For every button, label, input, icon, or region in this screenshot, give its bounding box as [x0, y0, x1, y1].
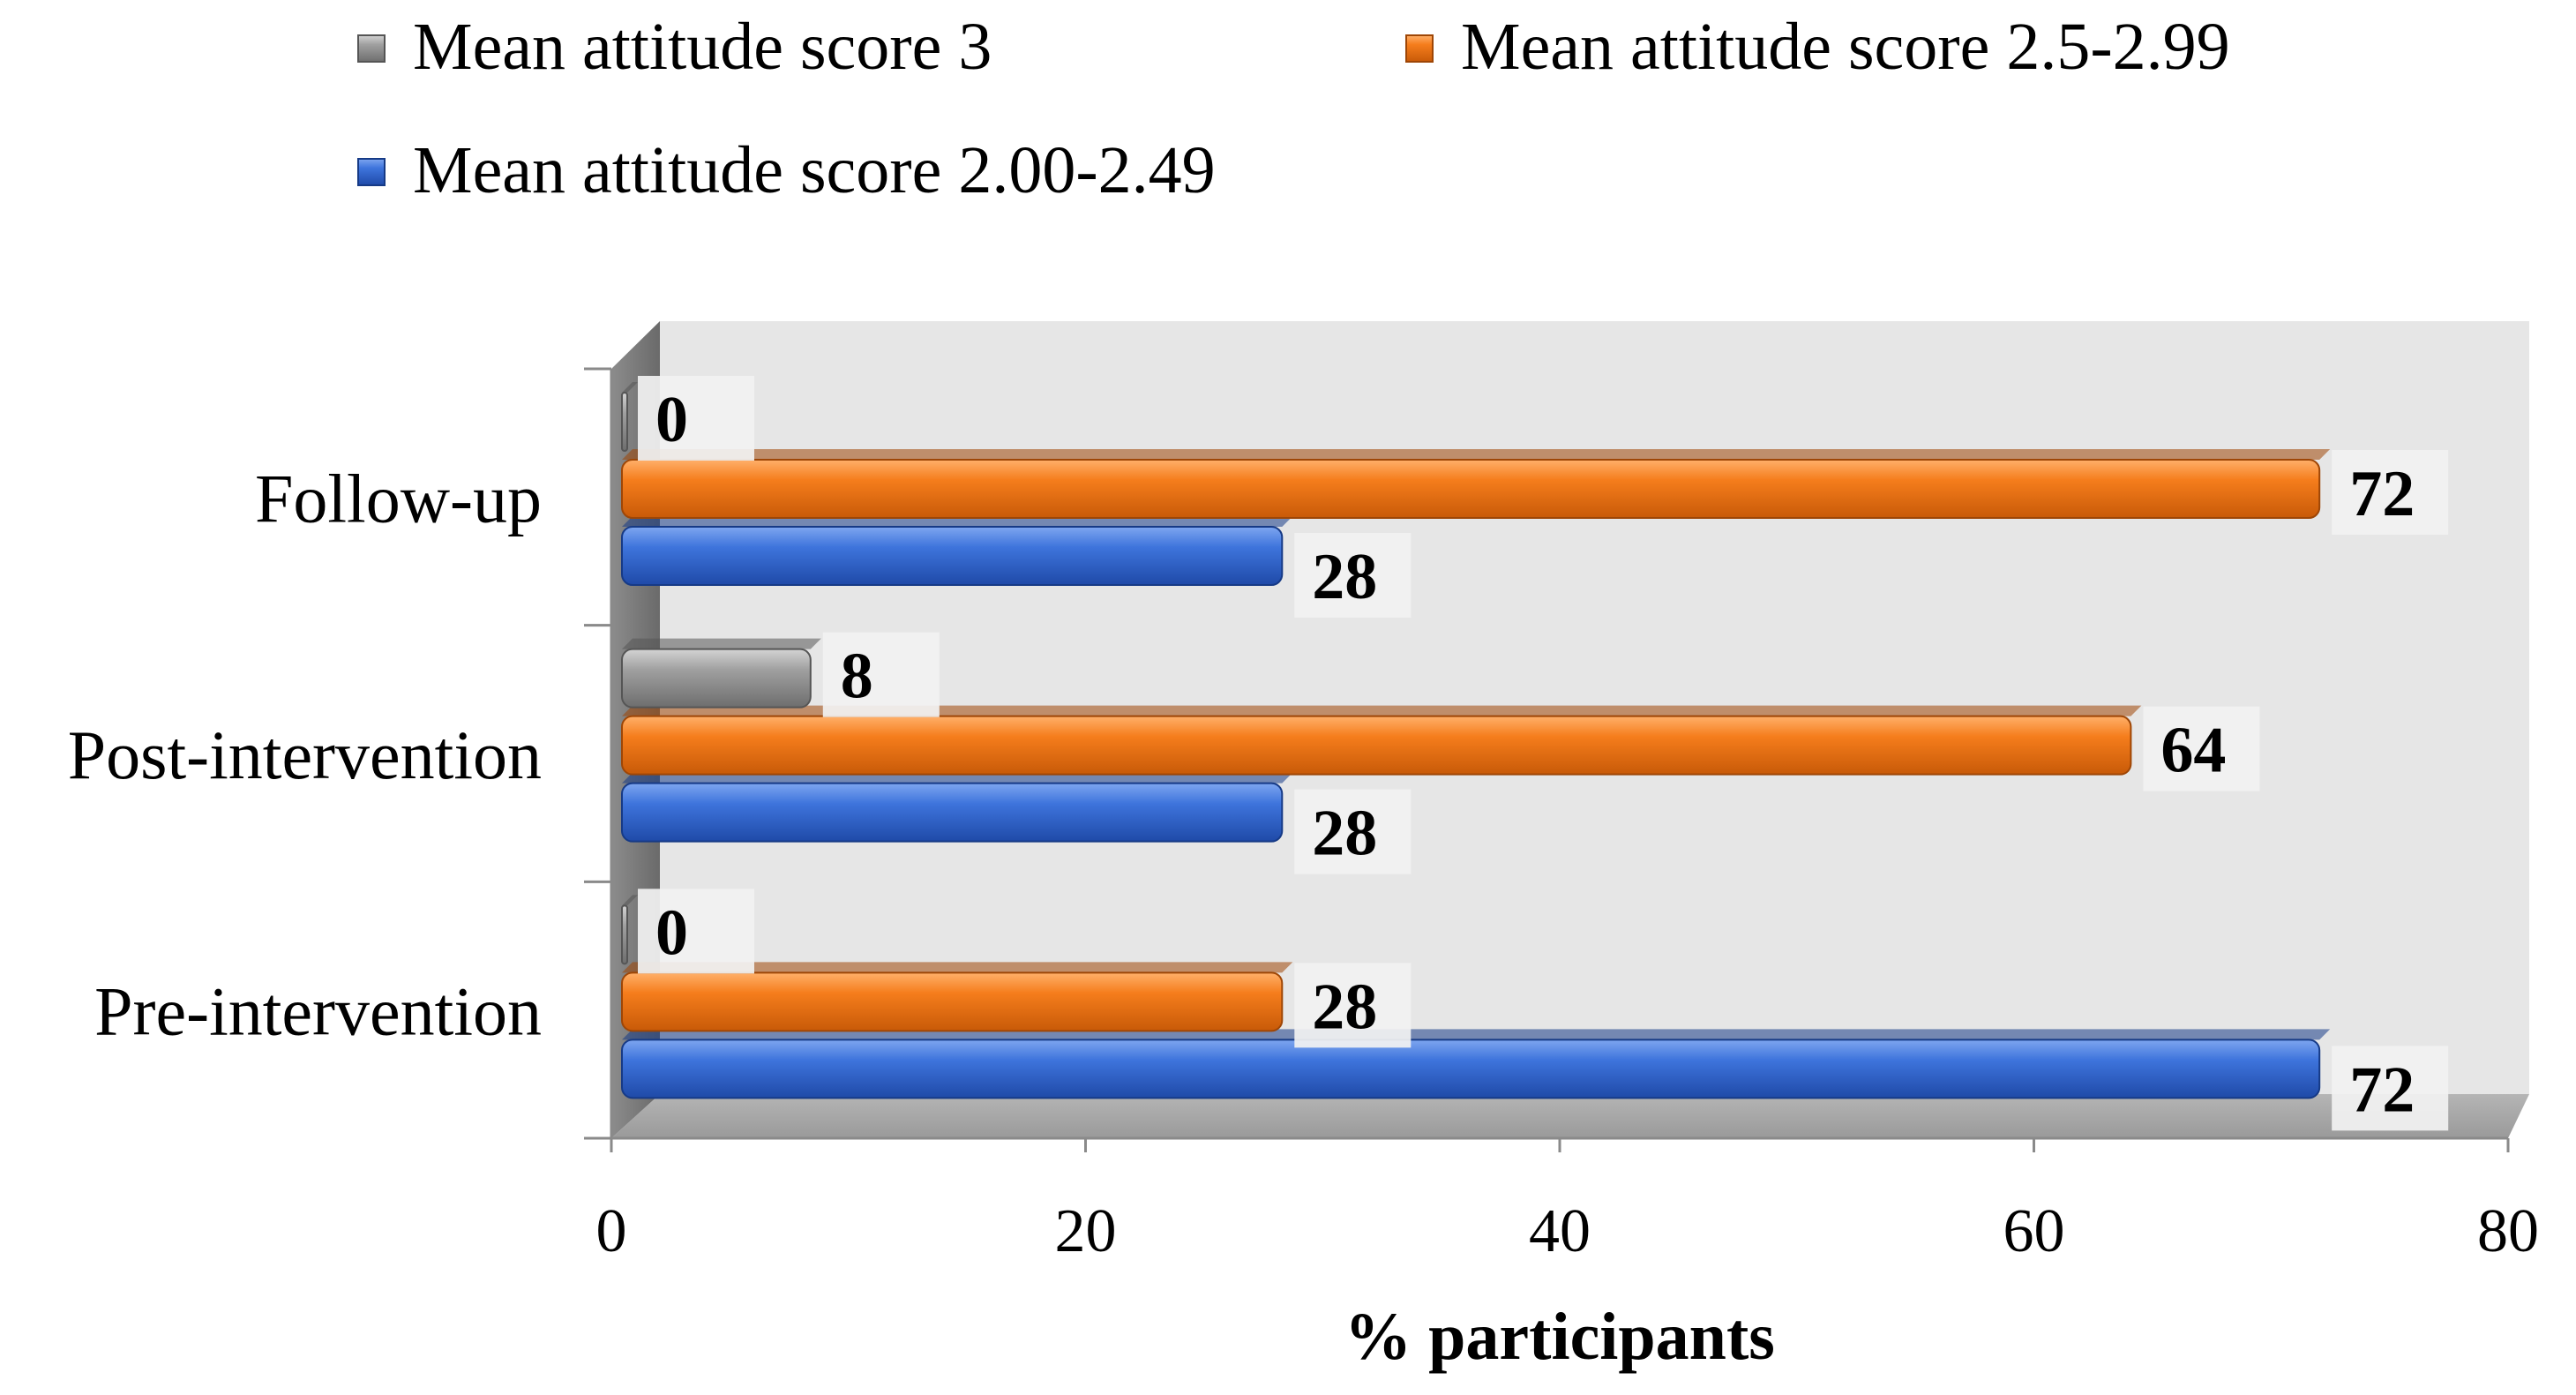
bar	[621, 971, 1284, 1032]
x-tick-label: 20	[1055, 1197, 1117, 1265]
data-label-bg	[1294, 533, 1412, 618]
x-tick-label: 0	[596, 1197, 627, 1265]
x-axis-ticks: 0 20 40 60 80	[596, 1138, 2539, 1265]
legend: Mean attitude score 3 Mean attitude score…	[357, 10, 2230, 207]
category-label: Follow-up	[255, 460, 542, 536]
x-tick-label: 40	[1529, 1197, 1591, 1265]
legend-swatch	[1405, 34, 1434, 63]
bar	[621, 904, 628, 965]
bar-top-face	[622, 382, 638, 393]
category-label: Pre-intervention	[94, 973, 542, 1050]
bar	[621, 715, 2132, 776]
bar	[621, 782, 1284, 843]
data-label: 72	[2349, 1054, 2415, 1126]
x-tick-label: 80	[2477, 1197, 2539, 1265]
category-label: Post-intervention	[68, 716, 542, 793]
legend-label: Mean attitude score 3	[413, 10, 992, 84]
category-labels: Pre-intervention Post-intervention Follow-…	[68, 460, 542, 1049]
data-label-bg	[2143, 706, 2260, 791]
bar	[621, 648, 812, 709]
data-label-bg	[822, 632, 940, 717]
bar	[621, 392, 628, 452]
bar	[621, 459, 2321, 519]
data-label: 64	[2160, 715, 2226, 787]
legend-swatch	[357, 158, 386, 186]
data-label: 8	[841, 641, 873, 713]
bar-top-face	[622, 449, 2331, 460]
bar	[621, 1039, 2321, 1099]
data-label: 28	[1312, 971, 1377, 1043]
legend-label: Mean attitude score 2.5-2.99	[1461, 10, 2230, 84]
data-label-bg	[638, 376, 754, 461]
data-label: 72	[2349, 458, 2415, 530]
bar-top-face	[622, 895, 638, 906]
plot-floor	[611, 1094, 2529, 1138]
legend-swatch	[357, 34, 386, 63]
x-axis-title: % participants	[1344, 1300, 1775, 1374]
bars	[621, 382, 2331, 1099]
x-tick-label: 60	[2003, 1197, 2065, 1265]
legend-label: Mean attitude score 2.00-2.49	[413, 133, 1216, 207]
data-label: 0	[655, 896, 688, 969]
data-label-bg	[638, 889, 754, 974]
data-label-bg	[2332, 1046, 2449, 1131]
bar	[621, 526, 1284, 586]
y-axis-ticks	[584, 367, 611, 1140]
bar-top-face	[622, 962, 1293, 973]
bar-top-face	[622, 705, 2142, 716]
data-label: 0	[655, 384, 688, 456]
data-labels: 72 28 0 28 64 8 28 72 0	[638, 376, 2449, 1131]
data-label-bg	[1294, 963, 1412, 1048]
data-label: 28	[1312, 798, 1377, 870]
data-label: 28	[1312, 541, 1377, 613]
bar-top-face	[622, 638, 821, 649]
data-label-bg	[2332, 450, 2449, 535]
data-label-bg	[1294, 789, 1412, 874]
